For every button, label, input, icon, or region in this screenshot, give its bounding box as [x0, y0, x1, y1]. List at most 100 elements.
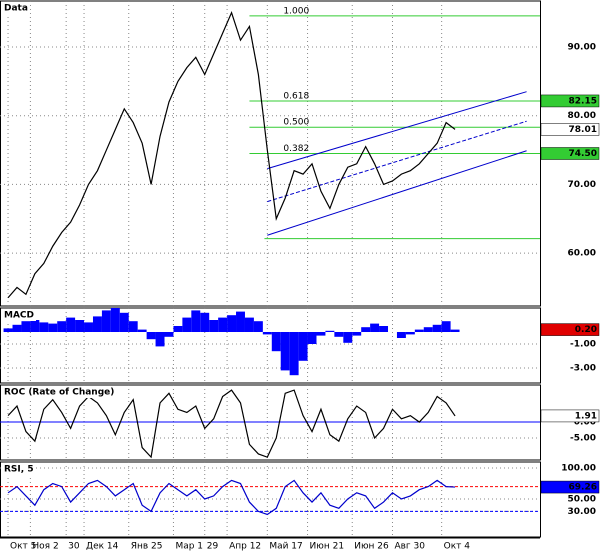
histogram-bar — [227, 315, 237, 332]
price-badge — [540, 147, 600, 160]
price-badge-label: 78.01 — [569, 125, 597, 135]
panel-title-bg — [2, 309, 36, 321]
fib-label: 0.618 — [283, 91, 309, 101]
x-tick-label: Июн 26 — [354, 542, 389, 552]
panel-title: ROC (Rate of Change) — [4, 388, 114, 398]
price-badge-label: 1.91 — [575, 411, 597, 421]
fib-label: 0.382 — [283, 144, 309, 154]
histogram-bar — [92, 316, 102, 332]
x-tick-label: Май 17 — [269, 542, 302, 552]
histogram-bar — [12, 324, 22, 332]
y-tick-label: -5.00 — [570, 433, 596, 443]
panel-title-bg — [2, 463, 36, 475]
histogram-bar — [57, 321, 67, 332]
histogram-bar — [253, 321, 263, 332]
histogram-bar — [173, 326, 183, 332]
histogram-bar — [110, 308, 120, 332]
histogram-bar — [405, 332, 415, 335]
x-tick-label: Окт 5 — [10, 542, 36, 552]
histogram-bar — [343, 332, 353, 343]
histogram-bar — [414, 329, 424, 332]
price-badge — [540, 323, 600, 336]
panel-title: MACD — [4, 311, 34, 321]
x-tick-label: Июн 21 — [310, 542, 345, 552]
histogram-bar — [21, 321, 31, 332]
histogram-bar — [209, 320, 219, 332]
y-tick-label: 70.00 — [568, 180, 596, 190]
price-badge — [540, 480, 600, 494]
x-tick-label: Апр 12 — [229, 542, 261, 552]
histogram-bar — [48, 323, 58, 332]
histogram-bar — [361, 327, 371, 332]
histogram-bar — [128, 321, 138, 332]
histogram-bar — [119, 312, 129, 332]
histogram-bar — [280, 332, 290, 371]
histogram-bar — [334, 332, 344, 337]
y-tick-label: 90.00 — [568, 43, 596, 53]
histogram-bar — [307, 332, 317, 344]
histogram-bar — [396, 332, 406, 338]
fib-label: 0.500 — [283, 118, 309, 128]
y-tick-label: 50.00 — [568, 495, 596, 505]
price-badge — [540, 94, 600, 108]
histogram-bar — [218, 317, 228, 332]
panel — [0, 307, 541, 384]
x-tick-label: 30 — [68, 542, 80, 552]
histogram-bar — [84, 322, 93, 332]
histogram-bar — [432, 324, 442, 332]
histogram-bar — [164, 332, 174, 337]
price-badge — [540, 123, 600, 136]
histogram-bar — [75, 320, 85, 332]
y-tick-label: 30.00 — [568, 507, 596, 517]
panel-title-bg — [2, 386, 117, 398]
x-tick-label: Янв 25 — [131, 542, 163, 552]
x-tick-label: Авг 30 — [394, 542, 425, 552]
histogram-bar — [3, 328, 13, 332]
y-tick-label: -1.00 — [570, 340, 596, 350]
histogram-bar — [66, 317, 76, 332]
histogram-bar — [182, 317, 192, 332]
histogram-bar — [146, 332, 156, 340]
histogram-bar — [101, 310, 111, 332]
x-tick-label: Окт 4 — [444, 542, 471, 552]
x-tick-label: Дек 14 — [86, 542, 119, 552]
y-tick-label: -3.00 — [570, 364, 596, 374]
histogram-bar — [200, 312, 210, 332]
histogram-bar — [244, 317, 254, 332]
channel-line — [267, 120, 527, 203]
y-tick-label: 60.00 — [568, 249, 596, 259]
series-line — [7, 10, 456, 299]
histogram-bar — [262, 332, 272, 335]
y-tick-label: 80.00 — [568, 111, 596, 121]
histogram-bar — [370, 323, 380, 332]
channel-line — [267, 91, 527, 170]
histogram-bar — [441, 321, 451, 332]
histogram-bar — [352, 332, 362, 336]
fib-label: 1.000 — [283, 6, 309, 16]
histogram-bar — [137, 329, 147, 332]
histogram-bar — [316, 332, 326, 336]
x-tick-label: 29 — [207, 542, 219, 552]
histogram-bar — [450, 329, 460, 332]
price-badge-label: 69.26 — [569, 483, 597, 493]
histogram-bar — [271, 332, 281, 352]
histogram-bar — [236, 311, 245, 332]
histogram-bar — [155, 332, 165, 347]
histogram-bar — [30, 320, 40, 332]
histogram-bar — [191, 310, 201, 332]
series-line — [7, 479, 456, 516]
histogram-bar — [325, 330, 335, 332]
y-tick-label: 100.00 — [561, 464, 596, 474]
x-tick-label: Ноя 2 — [32, 542, 58, 552]
price-badge-label: 82.15 — [569, 96, 597, 106]
price-badge-label: 74.50 — [569, 149, 597, 159]
panel-title: RSI, 5 — [4, 465, 34, 475]
series-line — [7, 389, 456, 459]
panel-title: Data — [4, 4, 28, 14]
histogram-bar — [289, 332, 299, 376]
price-badge — [540, 409, 600, 423]
histogram-bar — [379, 326, 389, 332]
channel-line — [267, 150, 527, 236]
panel-title-bg — [2, 2, 30, 14]
